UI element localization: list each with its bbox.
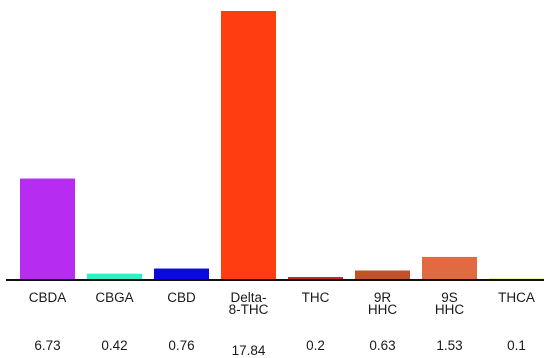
category-label: 9S HHC xyxy=(435,290,464,317)
bar-9r-hhc xyxy=(355,270,410,280)
bars-group xyxy=(20,11,544,280)
category-label: Delta-8-THC xyxy=(229,290,269,317)
value-label: 1.53 xyxy=(436,338,462,353)
bar-delta-8-thc xyxy=(221,11,276,280)
bar-9s-hhc xyxy=(422,256,477,280)
bar-cbga xyxy=(87,273,142,280)
value-label: 0.76 xyxy=(168,338,194,353)
category-label: THC xyxy=(302,290,330,305)
value-label: 6.73 xyxy=(34,338,60,353)
value-label: 0.1 xyxy=(507,338,526,353)
category-label: THCA xyxy=(498,290,535,305)
value-label: 0.2 xyxy=(306,338,325,353)
value-label: 0.63 xyxy=(369,338,395,353)
value-label: 0.42 xyxy=(101,338,127,353)
value-labels: 6.73 0.42 0.76 17.84 0.2 0.63 1.53 0.1 xyxy=(34,338,526,358)
bar-cbda xyxy=(20,178,75,280)
category-label: CBDA xyxy=(29,290,67,305)
category-label: 9R HHC xyxy=(368,290,397,317)
category-labels: CBDA CBGA CBD Delta-8-THC THC 9R HHC 9S HHC THCA xyxy=(29,290,535,317)
bar-cbd xyxy=(154,268,209,280)
value-label: 17.84 xyxy=(232,343,266,358)
category-label: CBGA xyxy=(95,290,133,305)
category-label: CBD xyxy=(167,290,196,305)
bar-thc xyxy=(288,276,343,280)
